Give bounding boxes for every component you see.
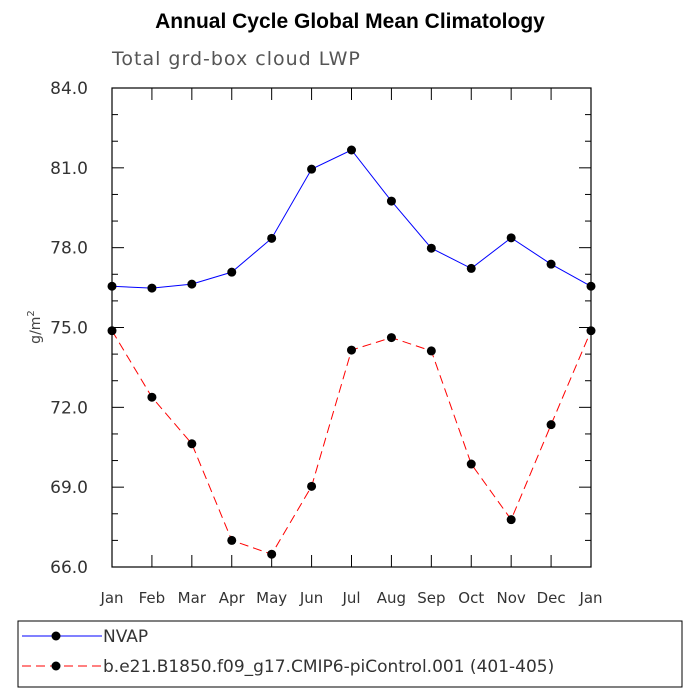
x-tick-label: Apr	[219, 589, 246, 607]
legend-marker-model	[51, 661, 61, 671]
data-point-0	[386, 196, 396, 206]
data-point-0	[187, 279, 197, 289]
data-point-1	[586, 326, 596, 336]
x-tick-label: Dec	[537, 589, 566, 607]
x-tick-label: Nov	[497, 589, 526, 607]
data-point-1	[227, 535, 237, 545]
x-tick-label: Mar	[178, 589, 207, 607]
legend: NVAP b.e21.B1850.f09_g17.CMIP6-piControl…	[17, 620, 683, 688]
x-tick-label: Jan	[99, 589, 123, 607]
data-point-0	[307, 164, 317, 174]
plot-frame	[111, 87, 592, 568]
data-point-1	[187, 439, 197, 449]
legend-box	[17, 620, 683, 688]
chart-title: Annual Cycle Global Mean Climatology	[155, 10, 545, 33]
data-point-0	[466, 263, 476, 273]
y-axis-label-exponent: 2	[26, 310, 37, 316]
plot-area: 84.0 81.0 78.0 75.0 72.0 69.0 66.0 Jan Feb Mar Apr…	[50, 79, 602, 607]
data-point-1	[386, 333, 396, 343]
data-point-1	[347, 345, 356, 355]
data-point-1	[147, 392, 157, 402]
legend-marker-nvap	[51, 631, 61, 641]
data-point-1	[426, 346, 436, 356]
y-axis-label-base: g/m	[28, 317, 44, 344]
x-tick-label: Jan	[578, 589, 602, 607]
x-tick-label: Sep	[417, 589, 445, 607]
data-point-0	[267, 233, 277, 243]
x-tick-label: May	[256, 589, 287, 607]
data-point-0	[147, 283, 157, 293]
chart-subtitle: Total grd-box cloud LWP	[111, 48, 361, 70]
legend-label-model: b.e21.B1850.f09_g17.CMIP6-piControl.001 …	[103, 657, 554, 677]
y-tick-label: 78.0	[50, 239, 88, 259]
data-point-0	[586, 281, 596, 291]
data-point-1	[506, 515, 516, 525]
data-point-0	[546, 259, 556, 269]
data-point-0	[506, 233, 516, 243]
y-tick-label: 81.0	[50, 159, 88, 179]
x-tick-label: Jun	[299, 589, 323, 607]
legend-label-nvap: NVAP	[103, 627, 148, 647]
data-point-0	[107, 281, 117, 291]
data-point-0	[347, 145, 356, 155]
data-point-1	[107, 326, 117, 336]
series-line-1	[111, 330, 592, 555]
x-tick-label: Aug	[377, 589, 406, 607]
data-point-1	[307, 481, 317, 491]
y-tick-label: 75.0	[50, 319, 88, 339]
series-line-0	[111, 149, 592, 289]
data-point-0	[426, 243, 436, 253]
data-point-1	[267, 549, 277, 559]
svg-text:g/m2: g/m2	[26, 310, 44, 344]
y-axis-label: g/m2	[26, 310, 44, 344]
data-point-0	[227, 267, 237, 277]
x-tick-label: Feb	[139, 589, 166, 607]
x-tick-label: Oct	[458, 589, 484, 607]
y-tick-label: 69.0	[50, 478, 88, 498]
y-tick-label: 66.0	[50, 558, 88, 578]
data-point-1	[466, 459, 476, 469]
y-tick-label: 72.0	[50, 398, 88, 418]
y-tick-label: 84.0	[50, 79, 88, 99]
x-tick-label: Jul	[341, 589, 360, 607]
data-point-1	[546, 420, 556, 430]
